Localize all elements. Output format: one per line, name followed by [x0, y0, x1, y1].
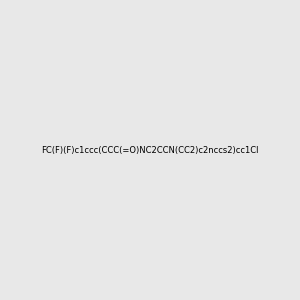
Text: FC(F)(F)c1ccc(CCC(=O)NC2CCN(CC2)c2nccs2)cc1Cl: FC(F)(F)c1ccc(CCC(=O)NC2CCN(CC2)c2nccs2)…	[41, 146, 259, 154]
